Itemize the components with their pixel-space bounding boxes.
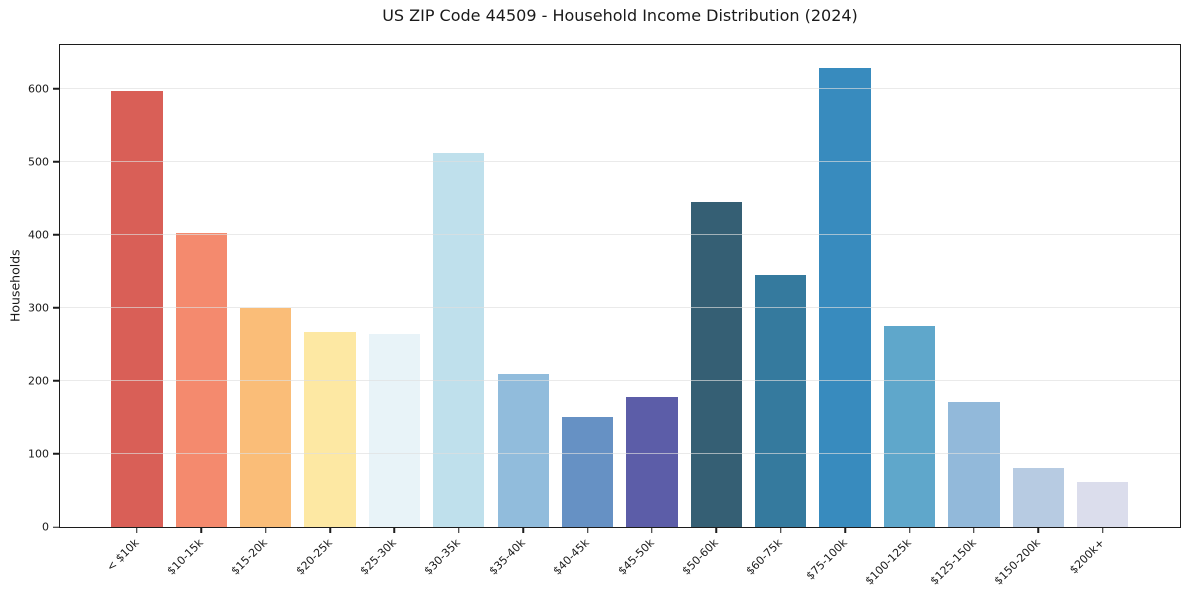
bar xyxy=(819,68,871,527)
bar xyxy=(497,373,549,527)
x-tick-mark xyxy=(780,527,782,533)
gridline xyxy=(60,306,1180,308)
x-tick-label: $15-20k xyxy=(228,536,271,578)
x-tick-label: $25-30k xyxy=(357,536,399,578)
x-tick-mark xyxy=(651,527,653,533)
x-tick-mark xyxy=(458,527,460,533)
bar xyxy=(368,334,421,527)
x-tick-label: $10-15k xyxy=(164,536,206,578)
x-tick-label: $150-200k xyxy=(991,536,1043,588)
y-tick-label: 0 xyxy=(42,520,49,534)
x-tick-mark xyxy=(264,527,267,533)
bar xyxy=(433,153,485,527)
x-tick-mark xyxy=(522,527,524,533)
x-tick-mark xyxy=(329,527,331,533)
y-tick-label: 300 xyxy=(28,301,49,315)
x-tick-label: $45-50k xyxy=(615,536,657,578)
x-tick-label: $30-35k xyxy=(422,536,464,578)
x-tick-label: $125-150k xyxy=(927,536,979,588)
x-tick-mark xyxy=(200,527,202,533)
x-tick-label: $200k+ xyxy=(1067,536,1108,577)
y-tick-mark xyxy=(53,526,60,528)
y-tick-label: 400 xyxy=(28,228,49,242)
y-tick-mark xyxy=(53,88,60,90)
x-tick-label: < $10k xyxy=(103,536,142,574)
x-tick-mark xyxy=(393,527,396,533)
bar xyxy=(1012,467,1064,527)
gridline xyxy=(60,379,1180,381)
y-tick-mark xyxy=(53,307,60,309)
x-tick-label: $50-60k xyxy=(679,536,721,578)
gridline xyxy=(60,233,1180,235)
x-tick-mark xyxy=(844,527,846,533)
gridline xyxy=(60,160,1180,162)
bar xyxy=(755,275,807,527)
x-tick-label: $60-75k xyxy=(743,536,786,578)
bar xyxy=(948,402,1000,527)
bar xyxy=(690,202,742,527)
y-tick-mark xyxy=(53,380,60,382)
x-tick-mark xyxy=(586,527,589,533)
y-tick-mark xyxy=(53,453,60,455)
x-tick-label: $20-25k xyxy=(293,536,335,578)
x-tick-label: $40-45k xyxy=(550,536,593,578)
x-tick-mark xyxy=(715,527,718,533)
x-tick-label: $35-40k xyxy=(486,536,528,578)
y-tick-mark xyxy=(53,234,60,236)
gridline xyxy=(60,87,1180,89)
bar xyxy=(561,417,614,527)
x-tick-mark xyxy=(136,527,138,533)
x-tick-mark xyxy=(973,527,975,533)
bar xyxy=(175,232,227,527)
bar xyxy=(883,326,936,527)
x-tick-mark xyxy=(908,527,911,533)
x-tick-mark xyxy=(1101,527,1104,533)
bar xyxy=(304,332,356,527)
bar xyxy=(111,91,163,527)
y-axis-label: Households xyxy=(7,249,23,323)
bar xyxy=(626,397,678,527)
x-tick-label: $100-125k xyxy=(862,536,915,588)
gridline xyxy=(60,452,1180,454)
x-tick-label: $75-100k xyxy=(803,536,850,583)
x-tick-mark xyxy=(1037,527,1040,533)
bar xyxy=(239,307,292,527)
y-tick-label: 100 xyxy=(28,447,49,461)
bar xyxy=(1077,482,1129,527)
y-tick-label: 600 xyxy=(28,82,49,96)
plot-area: 0 100 200 300 400 500 600 < $10k $10-15k $15-20k $… xyxy=(28,44,1181,587)
y-tick-mark xyxy=(53,161,60,163)
y-tick-label: 200 xyxy=(28,374,49,388)
chart-title: US ZIP Code 44509 - Household Income Dis… xyxy=(382,6,858,25)
y-tick-label: 500 xyxy=(28,155,49,169)
